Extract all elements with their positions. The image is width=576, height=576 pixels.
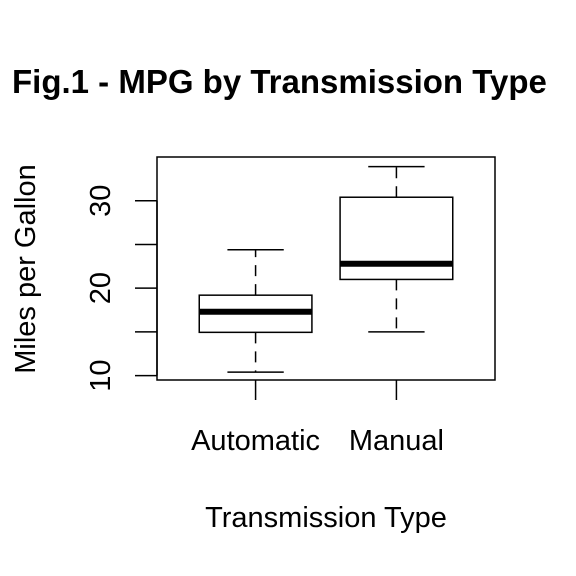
box-automatic (198, 248, 313, 373)
y-axis: 10 20 30 (85, 185, 158, 392)
x-axis: Automatic Manual (191, 380, 444, 457)
y-tick-label: 20 (85, 272, 117, 304)
boxplots (198, 165, 454, 373)
box-manual (339, 165, 454, 333)
y-tick-label: 30 (85, 185, 117, 217)
y-axis-title: Miles per Gallon (10, 164, 42, 374)
x-axis-title: Transmission Type (205, 502, 447, 534)
x-tick-label: Manual (349, 425, 444, 457)
box-iqr (339, 196, 454, 281)
chart-title: Fig.1 - MPG by Transmission Type (12, 63, 547, 100)
x-tick-label: Automatic (191, 425, 320, 457)
y-tick-label: 10 (85, 359, 117, 391)
